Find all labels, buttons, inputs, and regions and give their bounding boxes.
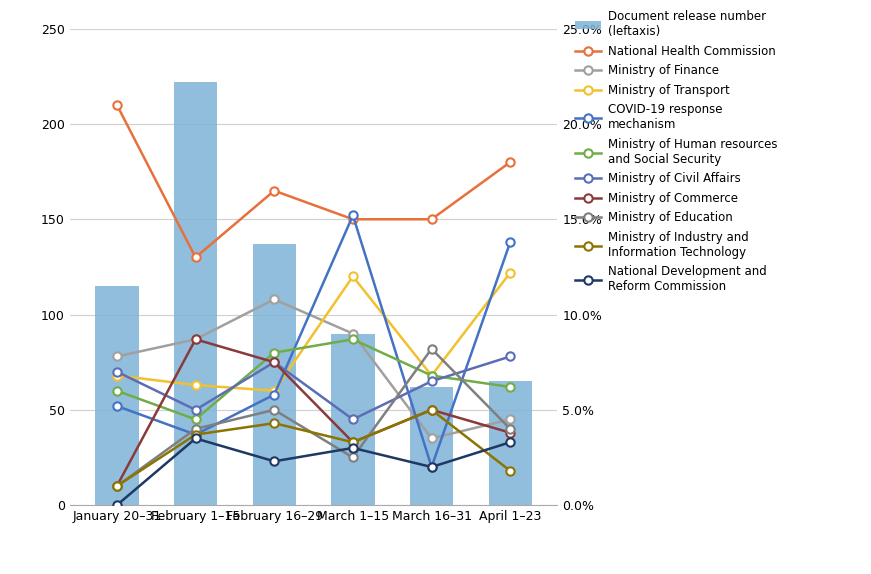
Bar (95, 286, 138, 505)
Legend: Document release number
(leftaxis), National Health Commission, Ministry of Fina: Document release number (leftaxis), Nati… (571, 6, 782, 298)
Bar (410, 387, 453, 505)
Bar (489, 381, 532, 505)
Bar (331, 333, 375, 505)
Bar (174, 82, 217, 505)
Bar (253, 244, 296, 505)
